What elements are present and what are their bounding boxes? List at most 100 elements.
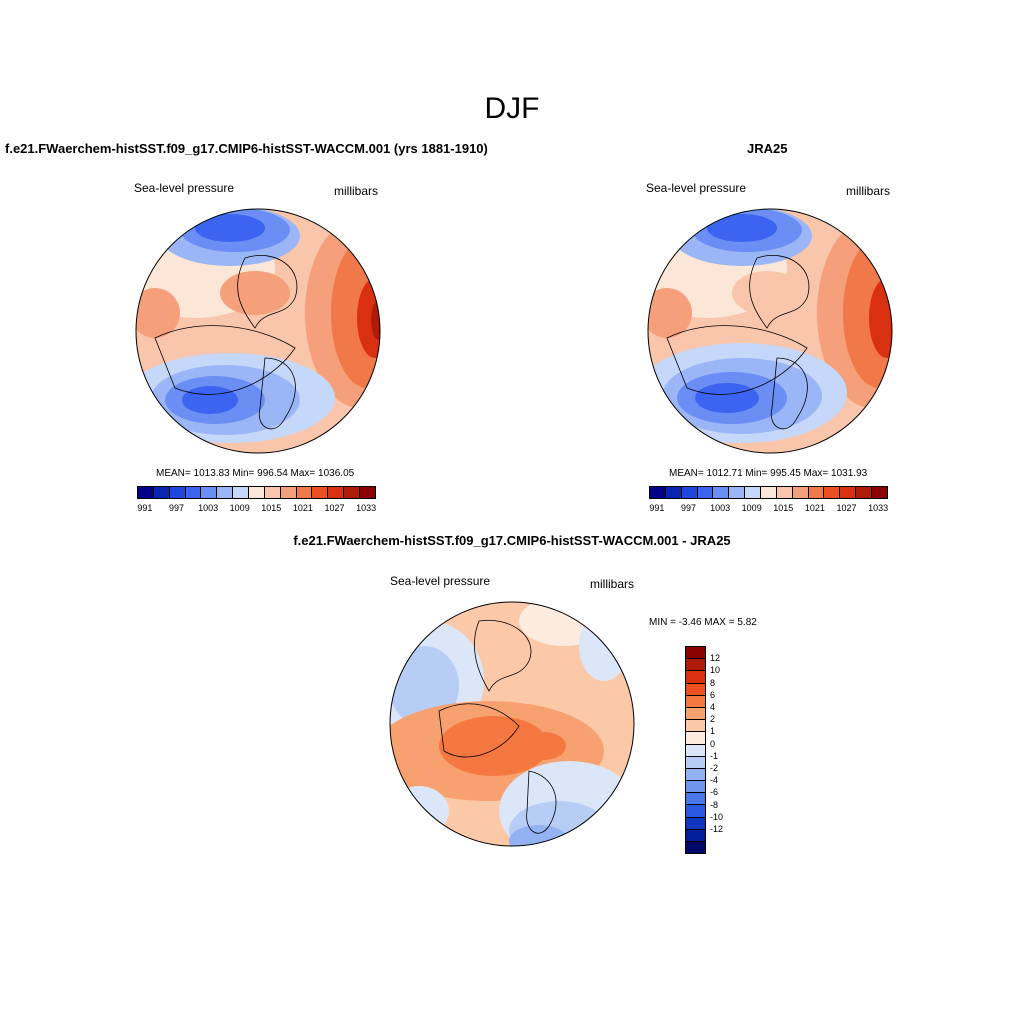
colorbar-tick-label: 4 bbox=[710, 702, 716, 712]
colorbar-swatch bbox=[138, 487, 154, 498]
colorbar-swatch bbox=[745, 487, 762, 498]
panel3-colorbar-ticks: 12 10 8 6 4 2 1 0 -1 -2 -4 -6 -8 -10 -12 bbox=[710, 646, 740, 842]
colorbar-swatch bbox=[686, 756, 705, 769]
colorbar-swatch bbox=[686, 671, 705, 684]
colorbar-swatch bbox=[312, 487, 329, 498]
colorbar-tick-label: -4 bbox=[710, 775, 719, 786]
colorbar-swatch bbox=[686, 842, 705, 854]
colorbar-swatch bbox=[686, 732, 705, 745]
colorbar-tick-label: 1021 bbox=[292, 503, 313, 513]
colorbar-tick-label: 1027 bbox=[836, 503, 857, 513]
colorbar-swatch bbox=[249, 487, 265, 498]
panel3-colorbar bbox=[685, 646, 706, 855]
colorbar-swatch bbox=[686, 683, 705, 696]
colorbar-swatch bbox=[686, 647, 705, 660]
colorbar-tick-label: -8 bbox=[710, 799, 719, 810]
panel1-stats: MEAN= 1013.83 Min= 996.54 Max= 1036.05 bbox=[156, 468, 355, 479]
colorbar-swatch bbox=[686, 805, 705, 818]
colorbar-swatch bbox=[665, 487, 682, 498]
colorbar-swatch bbox=[686, 720, 705, 733]
colorbar-swatch bbox=[686, 793, 705, 806]
colorbar-swatch bbox=[360, 487, 375, 498]
colorbar-tick-label: -10 bbox=[710, 811, 724, 822]
colorbar-tick-label: 991 bbox=[137, 503, 153, 513]
colorbar-swatch bbox=[153, 487, 170, 498]
colorbar-swatch bbox=[344, 487, 361, 498]
panel2-colorbar bbox=[649, 486, 888, 499]
colorbar-tick-label: 6 bbox=[710, 689, 716, 700]
panel2-title: JRA25 bbox=[747, 141, 788, 156]
colorbar-tick-label: 1033 bbox=[356, 503, 377, 513]
colorbar-tick-label: 1033 bbox=[868, 503, 889, 513]
colorbar-swatch bbox=[201, 487, 218, 498]
colorbar-tick-label: -1 bbox=[710, 750, 719, 761]
panel1-variable-label: Sea-level pressure bbox=[134, 181, 235, 195]
colorbar-tick-label: 1009 bbox=[229, 503, 250, 513]
colorbar-swatch bbox=[686, 781, 705, 794]
colorbar-tick-label: 8 bbox=[710, 677, 716, 688]
colorbar-swatch bbox=[169, 487, 186, 498]
colorbar-tick-label: 1021 bbox=[804, 503, 825, 513]
colorbar-swatch bbox=[686, 695, 705, 708]
colorbar-swatch bbox=[296, 487, 313, 498]
colorbar-tick-label: 10 bbox=[710, 665, 721, 676]
colorbar-tick-label: -2 bbox=[710, 763, 719, 773]
panel2-stats: MEAN= 1012.71 Min= 995.45 Max= 1031.93 bbox=[669, 468, 868, 479]
colorbar-swatch bbox=[872, 487, 887, 498]
colorbar-swatch bbox=[233, 487, 250, 498]
colorbar-swatch bbox=[681, 487, 698, 498]
colorbar-swatch bbox=[761, 487, 777, 498]
colorbar-swatch bbox=[686, 829, 705, 842]
colorbar-tick-label: 0 bbox=[710, 738, 716, 749]
colorbar-swatch bbox=[713, 487, 730, 498]
panel2-colorbar-ticks: 991 997 1003 1009 1015 1021 1027 1033 bbox=[649, 503, 889, 515]
colorbar-tick-label: 1027 bbox=[324, 503, 345, 513]
colorbar-swatch bbox=[650, 487, 666, 498]
colorbar-swatch bbox=[824, 487, 841, 498]
colorbar-tick-label: 2 bbox=[710, 714, 716, 725]
colorbar-tick-label: 1003 bbox=[198, 503, 219, 513]
panel2-units-label: millibars bbox=[846, 184, 891, 198]
season-title: DJF bbox=[484, 92, 540, 125]
colorbar-swatch bbox=[686, 707, 705, 721]
colorbar-swatch bbox=[792, 487, 809, 498]
colorbar-tick-label: 1003 bbox=[710, 503, 731, 513]
colorbar-swatch bbox=[264, 487, 281, 498]
colorbar-tick-label: -12 bbox=[710, 824, 724, 834]
panel3-units-label: millibars bbox=[590, 577, 635, 591]
colorbar-tick-label: 997 bbox=[168, 503, 185, 513]
colorbar-swatch bbox=[686, 659, 705, 672]
panel2-variable-label: Sea-level pressure bbox=[646, 181, 747, 195]
panel3-stats: MIN = -3.46 MAX = 5.82 bbox=[649, 617, 757, 628]
colorbar-swatch bbox=[217, 487, 234, 498]
colorbar-swatch bbox=[686, 768, 705, 782]
colorbar-swatch bbox=[776, 487, 793, 498]
colorbar-tick-label: 1015 bbox=[261, 503, 282, 513]
panel3-variable-label: Sea-level pressure bbox=[390, 574, 491, 588]
colorbar-swatch bbox=[856, 487, 873, 498]
colorbar-tick-label: 991 bbox=[649, 503, 665, 513]
colorbar-tick-label: 12 bbox=[710, 653, 721, 664]
colorbar-swatch bbox=[686, 817, 705, 830]
panel1-units-label: millibars bbox=[334, 184, 379, 198]
colorbar-swatch bbox=[840, 487, 857, 498]
panel1-colorbar-ticks: 991 997 1003 1009 1015 1021 1027 1033 bbox=[137, 503, 377, 515]
colorbar-tick-label: -6 bbox=[710, 787, 719, 798]
panel3-difference-map bbox=[389, 601, 635, 847]
colorbar-swatch bbox=[697, 487, 714, 498]
colorbar-swatch bbox=[185, 487, 202, 498]
colorbar-swatch bbox=[729, 487, 746, 498]
colorbar-swatch bbox=[686, 744, 705, 757]
panel2-polar-map bbox=[647, 208, 893, 454]
panel1-title: f.e21.FWaerchem-histSST.f09_g17.CMIP6-hi… bbox=[5, 141, 488, 156]
colorbar-swatch bbox=[808, 487, 825, 498]
colorbar-tick-label: 1009 bbox=[741, 503, 762, 513]
panel3-title: f.e21.FWaerchem-histSST.f09_g17.CMIP6-hi… bbox=[293, 533, 731, 548]
panel1-polar-map bbox=[135, 208, 381, 454]
colorbar-swatch bbox=[280, 487, 297, 498]
colorbar-tick-label: 1 bbox=[710, 726, 716, 737]
colorbar-tick-label: 1015 bbox=[773, 503, 794, 513]
panel1-colorbar bbox=[137, 486, 376, 499]
colorbar-tick-label: 997 bbox=[680, 503, 697, 513]
colorbar-swatch bbox=[328, 487, 345, 498]
